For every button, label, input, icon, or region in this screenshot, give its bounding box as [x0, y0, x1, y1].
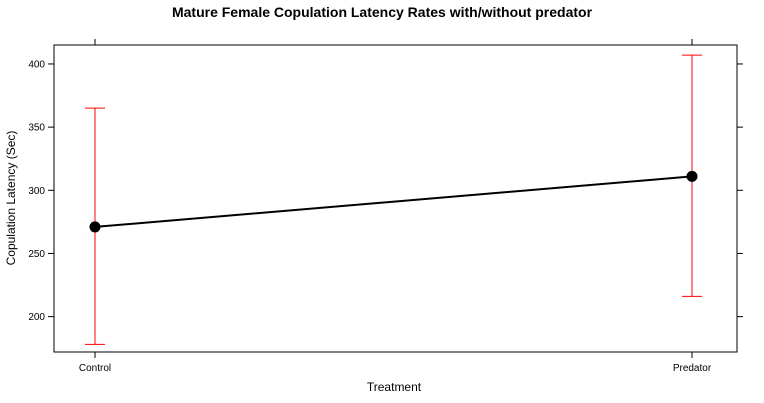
data-point — [686, 170, 698, 182]
x-axis: Control Predator — [79, 39, 712, 374]
y-axis: 200 250 300 350 400 — [28, 59, 743, 323]
plot-frame — [53, 44, 738, 353]
series — [89, 170, 698, 233]
chart-title: Mature Female Copulation Latency Rates w… — [172, 4, 593, 20]
data-point — [89, 221, 101, 233]
y-axis-title: Copulation Latency (Sec) — [4, 131, 18, 266]
error-bars — [85, 54, 702, 345]
x-tick-label: Predator — [673, 363, 712, 374]
x-axis-title: Treatment — [367, 380, 422, 394]
y-tick-label: 400 — [28, 59, 45, 70]
y-tick-label: 300 — [28, 186, 45, 197]
x-tick-label: Control — [79, 363, 111, 374]
y-tick-label: 200 — [28, 312, 45, 323]
y-tick-label: 250 — [28, 249, 45, 260]
series-line — [94, 175, 693, 228]
y-tick-label: 350 — [28, 123, 45, 134]
